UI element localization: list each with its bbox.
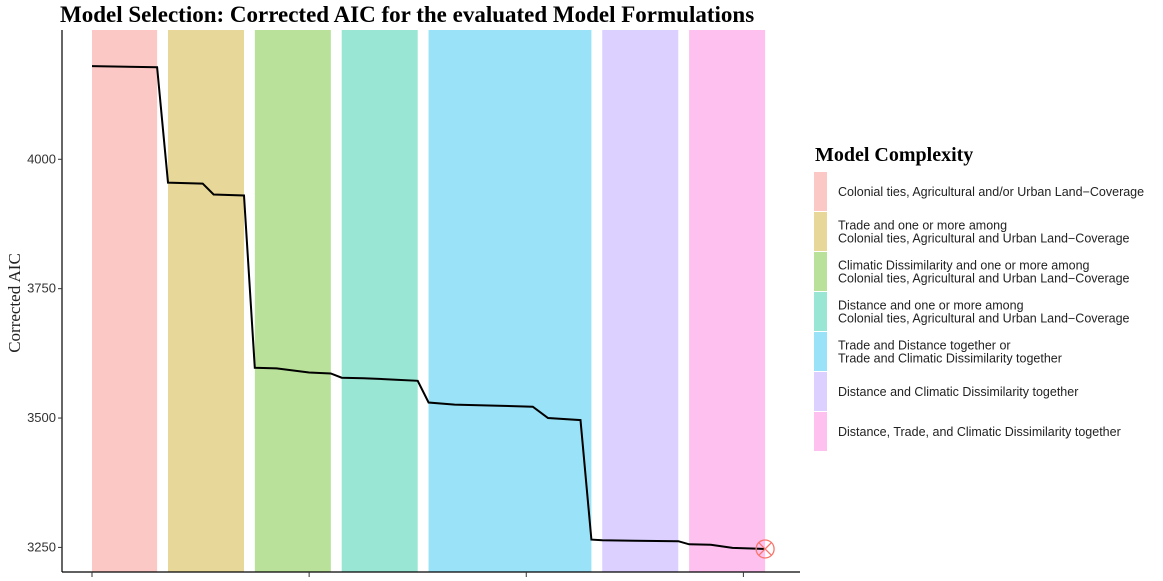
selected-model-marker (755, 539, 775, 559)
legend-label: Colonial ties, Agricultural and Urban La… (838, 312, 1130, 326)
legend-label: Trade and Climatic Dissimilarity togethe… (838, 352, 1062, 366)
legend-key (814, 212, 827, 251)
legend-item-3: Climatic Dissimilarity and one or more a… (814, 252, 1130, 291)
legend-item-1: Colonial ties, Agricultural and/or Urban… (814, 172, 1144, 211)
y-tick-label: 3500 (27, 410, 56, 425)
legend: Model Complexity Colonial ties, Agricult… (814, 144, 1144, 451)
y-axis-title: Corrected AIC (5, 253, 24, 353)
legend-label: Distance, Trade, and Climatic Dissimilar… (838, 425, 1121, 439)
legend-key (814, 332, 827, 371)
y-tick-label: 3750 (27, 281, 56, 296)
series-group (91, 65, 775, 559)
legend-label: Distance and one or more among (838, 299, 1024, 313)
aic-line-series-1 (91, 65, 766, 550)
legend-label: Colonial ties, Agricultural and Urban La… (838, 272, 1130, 286)
legend-label: Climatic Dissimilarity and one or more a… (838, 259, 1090, 273)
category-bands (92, 30, 766, 572)
legend-item-6: Distance and Climatic Dissimilarity toge… (814, 372, 1078, 411)
legend-items: Colonial ties, Agricultural and/or Urban… (814, 172, 1144, 451)
legend-key (814, 292, 827, 331)
category-band-7 (689, 30, 766, 572)
legend-key (814, 372, 827, 411)
axes: 3250 3500 3750 4000 (27, 30, 800, 577)
category-band-2 (167, 30, 244, 572)
y-tick-label: 3250 (27, 539, 56, 554)
legend-label: Trade and Distance together or (838, 339, 1011, 353)
legend-key (814, 412, 827, 451)
category-band-1 (92, 30, 158, 572)
category-band-6 (602, 30, 679, 572)
category-band-4 (341, 30, 418, 572)
chart-title: Model Selection: Corrected AIC for the e… (60, 2, 754, 27)
legend-item-7: Distance, Trade, and Climatic Dissimilar… (814, 412, 1121, 451)
legend-key (814, 252, 827, 291)
y-tick-label: 4000 (27, 151, 56, 166)
legend-label: Colonial ties, Agricultural and/or Urban… (838, 185, 1144, 199)
legend-label: Distance and Climatic Dissimilarity toge… (838, 385, 1078, 399)
legend-label: Trade and one or more among (838, 219, 1007, 233)
legend-label: Colonial ties, Agricultural and Urban La… (838, 232, 1130, 246)
legend-key (814, 172, 827, 211)
legend-title: Model Complexity (815, 144, 973, 166)
category-band-5 (428, 30, 592, 572)
category-band-3 (254, 30, 331, 572)
